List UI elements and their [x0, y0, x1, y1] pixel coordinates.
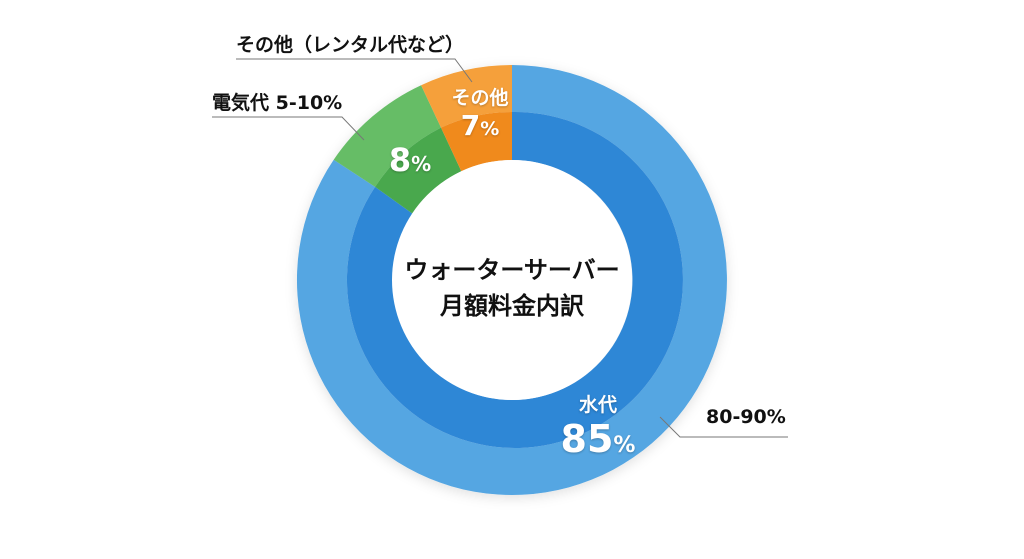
leader-water: [659, 416, 788, 438]
callout-electric: 電気代 5-10%: [212, 92, 343, 114]
label-other: その他 7%: [440, 86, 520, 145]
leader-other: [236, 58, 473, 83]
label-electric-value: 8: [388, 141, 412, 179]
label-electric: 8%: [370, 140, 450, 184]
slice-electric-outer: [333, 85, 441, 187]
slice-other-inner: [441, 111, 512, 172]
slice-water-inner: [346, 111, 683, 448]
chart-title-line1: ウォーターサーバー: [404, 256, 620, 284]
leader-electric: [212, 116, 365, 141]
label-water-value: 85: [560, 417, 614, 461]
label-water-pct: %: [613, 433, 636, 458]
chart-title-line2: 月額料金内訳: [440, 292, 584, 320]
label-other-value: 7: [460, 109, 481, 142]
label-other-name: その他: [451, 87, 509, 109]
label-water: 水代 85%: [548, 393, 648, 468]
callout-other: その他（レンタル代など）: [236, 34, 465, 56]
chart-title: ウォーターサーバー 月額料金内訳: [392, 252, 632, 324]
label-other-pct: %: [480, 118, 500, 140]
label-water-name: 水代: [578, 394, 617, 416]
slice-electric-inner: [375, 127, 462, 214]
callout-water: 80-90%: [706, 406, 786, 428]
slice-other-outer: [421, 65, 512, 128]
label-electric-pct: %: [411, 152, 432, 176]
